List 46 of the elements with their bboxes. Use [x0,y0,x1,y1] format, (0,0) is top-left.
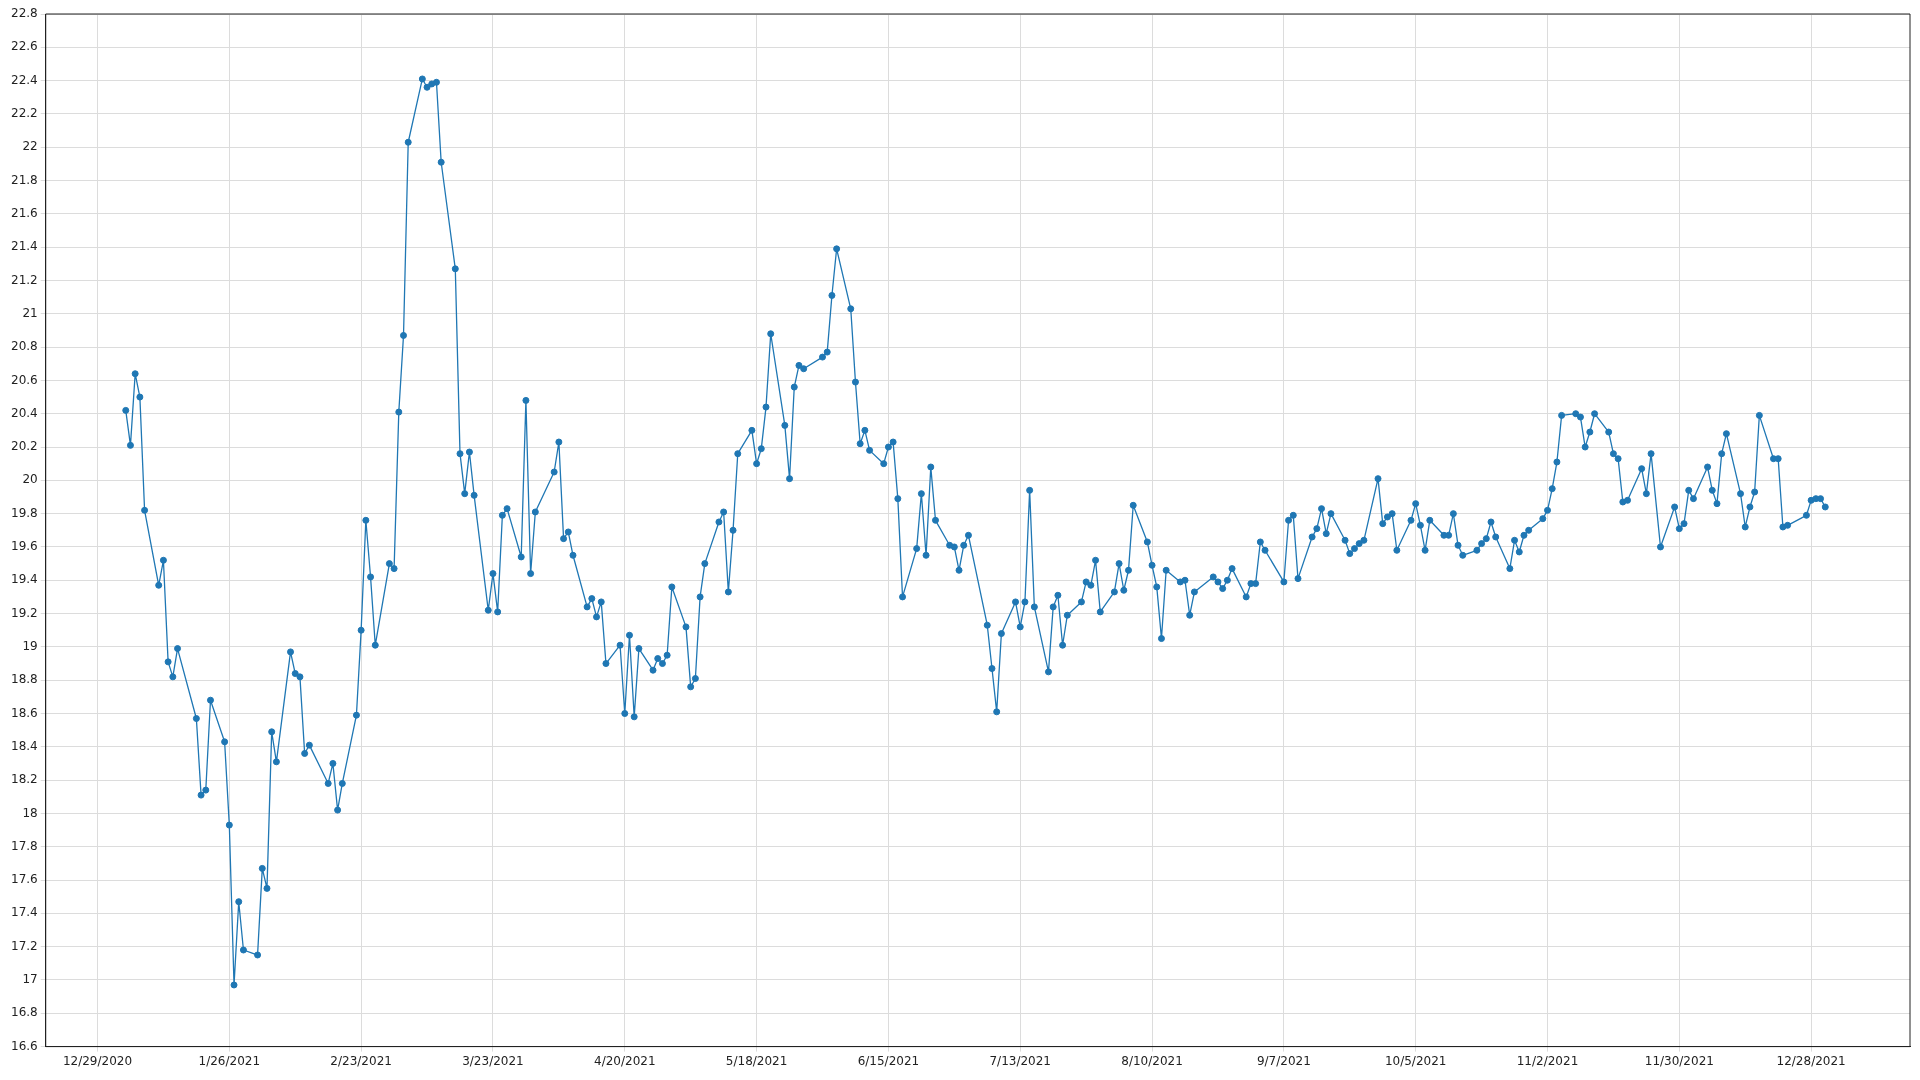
x-tick-label: 1/26/2021 [198,1053,261,1068]
x-tick-label: 3/23/2021 [462,1053,524,1068]
y-tick-label: 21 [22,305,38,320]
y-tick-label: 19.8 [11,505,38,520]
y-tick-label: 16.8 [11,1005,38,1020]
x-tick-label: 8/10/2021 [1121,1053,1183,1068]
y-tick-label: 16.6 [11,1038,38,1053]
y-tick-label: 21.2 [11,272,38,287]
y-tick-label: 20.2 [11,439,38,454]
y-tick-label: 20.4 [11,405,38,420]
y-tick-label: 19.2 [11,605,38,620]
y-tick-label: 22.2 [11,106,38,121]
y-tick-label: 17.6 [11,872,38,887]
x-tick-label: 4/20/2021 [594,1053,656,1068]
y-tick-label: 19.6 [11,539,38,554]
y-tick-label: 22.8 [11,6,38,21]
x-tick-label: 5/18/2021 [725,1053,788,1068]
y-tick-label: 21.6 [11,205,38,220]
y-tick-label: 20 [22,472,38,487]
y-tick-label: 18 [22,805,38,820]
y-tick-label: 17 [22,972,38,987]
y-tick-label: 18.2 [11,772,38,787]
y-tick-label: 22 [22,139,38,154]
x-tick-label: 2/23/2021 [330,1053,392,1068]
y-tick-label: 21.8 [11,172,38,187]
x-tick-label: 10/5/2021 [1384,1053,1447,1068]
y-tick-label: 22.6 [11,39,38,54]
x-tick-label: 12/29/2020 [62,1053,133,1068]
y-tick-label: 17.2 [11,938,38,953]
y-tick-label: 19.4 [11,572,38,587]
x-tick-label: 7/13/2021 [989,1053,1051,1068]
x-tick-label: 11/30/2021 [1644,1053,1714,1068]
x-tick-label: 9/7/2021 [1256,1053,1311,1068]
y-tick-label: 18.8 [11,672,38,687]
y-tick-label: 20.6 [11,372,38,387]
y-tick-label: 18.4 [11,738,38,753]
x-tick-label: 11/2/2021 [1516,1053,1579,1068]
y-tick-label: 21.4 [11,239,38,254]
y-tick-label: 17.4 [11,905,38,920]
x-tick-label: 12/28/2021 [1776,1053,1846,1068]
y-tick-label: 18.6 [11,705,38,720]
y-tick-label: 22.4 [11,72,38,87]
y-tick-label: 19 [22,639,38,654]
x-tick-label: 6/15/2021 [857,1053,920,1068]
y-tick-label: 20.8 [11,339,38,354]
y-tick-label: 17.8 [11,838,38,853]
